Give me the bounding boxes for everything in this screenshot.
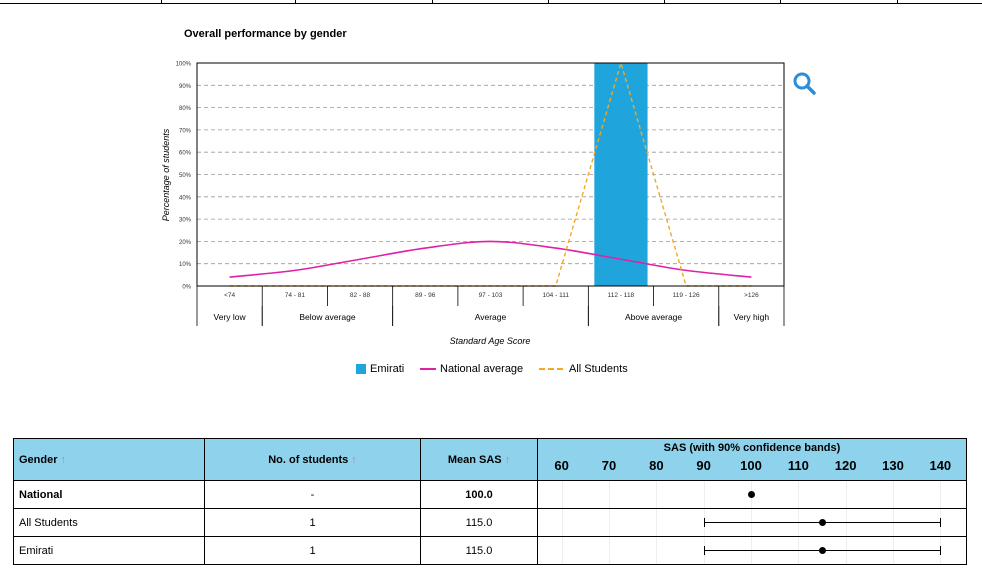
sas-tick-label: 70 [601,458,617,473]
sas-tick-label: 130 [882,458,904,473]
students-cell: 1 [204,536,421,565]
gender-cell: Emirati [13,536,205,565]
legend-item-emirati[interactable]: Emirati [356,363,404,375]
confidence-cap [940,546,942,555]
sas-tick-label: 120 [834,458,857,473]
table-row: Emirati 1 115.0 [13,536,967,565]
results-table: Gender ↑ No. of students ↑ Mean SAS ↑ SAS (… [13,438,967,565]
y-tick-label: 100% [176,62,192,68]
confidence-cap [703,518,705,527]
sas-confidence-header: SAS (with 90% confidence bands) 60 70 80 90… [537,438,967,481]
mean-sas-header[interactable]: Mean SAS ↑ [420,438,538,481]
x-tick-label: 82 - 88 [350,292,371,299]
gender-cell: All Students [13,508,205,537]
band-label: Above average [625,312,682,322]
sas-confidence-cell [537,536,967,565]
sas-gridline [561,509,563,536]
x-tick-label: 112 - 118 [608,292,635,299]
sort-arrow-icon[interactable]: ↑ [504,453,511,466]
sas-header-title: SAS (with 90% confidence bands) [663,442,841,454]
legend-swatch-emirati [356,364,366,374]
y-tick-label: 50% [179,173,192,179]
mean-sas-point [818,519,826,526]
sas-tick-label: 140 [929,458,952,473]
confidence-cap [940,518,942,527]
x-tick-label: 89 - 96 [415,292,436,299]
sas-gridline [940,481,942,508]
band-label: Very low [214,312,247,322]
sort-arrow-icon[interactable]: ↑ [351,453,357,466]
legend-swatch-national-average [420,368,436,370]
gender-cell: National [13,480,205,509]
sas-gridline [893,481,894,508]
mean-sas-cell: 115.0 [420,536,538,565]
y-tick-label: 10% [179,262,192,268]
sas-confidence-cell [537,508,967,537]
sas-confidence-cell [537,480,967,509]
y-tick-label: 20% [179,240,192,246]
legend-item-all-students[interactable]: All Students [539,363,628,375]
y-tick-label: 90% [179,84,192,90]
mean-sas-point [818,547,826,554]
table-row: All Students 1 115.0 [13,508,967,537]
sas-gridline [609,537,610,564]
x-axis-label: Standard Age Score [450,336,531,346]
x-tick-label: 104 - 111 [542,292,569,299]
sas-tick-label: 80 [649,458,664,473]
students-header[interactable]: No. of students ↑ [204,438,421,481]
y-tick-label: 0% [182,285,191,291]
sas-gridline [561,537,563,564]
y-tick-label: 70% [179,128,192,134]
table-header-row: Gender ↑ No. of students ↑ Mean SAS ↑ SAS (… [13,438,967,481]
students-cell: - [204,480,421,509]
band-label: Average [475,312,507,322]
legend-item-national-average[interactable]: National average [420,363,523,375]
sas-gridline [609,481,610,508]
zoom-icon[interactable] [791,70,817,96]
series-line-national-average [229,240,752,278]
mean-sas-cell: 100.0 [420,480,538,509]
plot-frame [196,62,785,287]
sort-arrow-icon[interactable]: ↑ [60,453,67,466]
bar-emirati [594,63,648,286]
sas-tick-label: 90 [696,458,711,473]
legend-label-emirati: Emirati [370,363,405,375]
bar-chart: 0% 10% 20% 30% 40% 50% 60% 70% 80% 90% 100% <74 74 -… [161,60,785,346]
sas-gridline [609,509,610,536]
y-axis-label: Percentage of students [161,128,171,221]
sas-tick-label: 100 [740,458,762,473]
x-tick-label: 74 - 81 [285,292,306,299]
x-tick-label: >126 [744,292,759,299]
gender-header[interactable]: Gender ↑ [13,438,205,481]
top-border [0,0,982,4]
table-row: National -100.0 [13,480,967,509]
sas-gridline [703,481,705,508]
x-tick-label: 97 - 103 [479,292,503,299]
students-cell: 1 [204,508,421,537]
sas-gridline [656,537,658,564]
legend-label-all-students: All Students [569,363,628,375]
y-tick-label: 80% [179,106,192,112]
sas-gridline [798,481,800,508]
sas-tick-label: 110 [787,458,809,473]
y-tick-label: 40% [179,195,192,201]
band-label: Very high [734,312,770,322]
sas-gridline [656,509,658,536]
y-tick-label: 60% [179,151,192,157]
mean-sas-cell: 115.0 [420,508,538,537]
legend-label-national-average: National average [440,363,524,375]
sas-tick-label: 60 [554,458,569,473]
chart-title: Overall performance by gender [184,28,347,40]
x-tick-label: <74 [224,292,235,299]
legend-swatch-all-students [539,368,563,370]
band-label: Below average [299,312,356,322]
x-tick-label: 119 - 126 [673,292,700,299]
mean-sas-point [747,491,755,498]
sas-gridline [845,481,847,508]
sas-gridline [561,481,563,508]
sas-gridline [656,481,658,508]
y-tick-label: 30% [179,218,192,224]
confidence-cap [703,546,705,555]
